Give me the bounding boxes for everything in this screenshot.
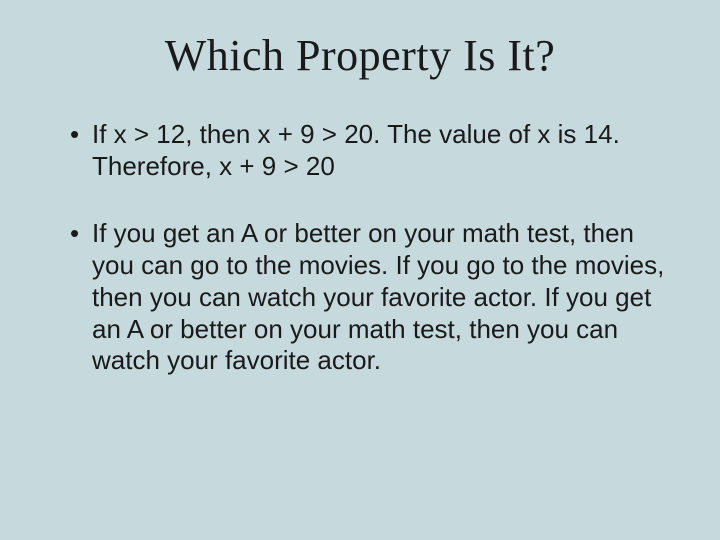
bullet-item: If x > 12, then x + 9 > 20. The value of…	[70, 119, 675, 182]
slide-title: Which Property Is It?	[45, 30, 675, 81]
bullet-list: If x > 12, then x + 9 > 20. The value of…	[45, 119, 675, 377]
slide-container: Which Property Is It? If x > 12, then x …	[0, 0, 720, 540]
bullet-item: If you get an A or better on your math t…	[70, 218, 675, 377]
